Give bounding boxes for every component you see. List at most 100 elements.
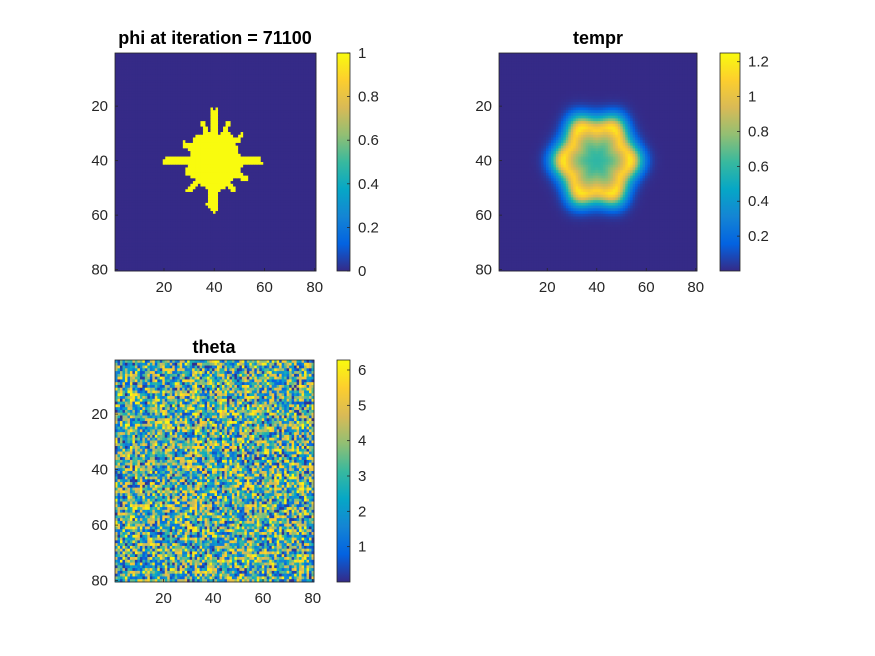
- phi-cell: [130, 118, 133, 122]
- phi-cell: [255, 140, 259, 144]
- phi-cell: [240, 63, 244, 68]
- phi-cell: [250, 183, 254, 187]
- phi-cell: [300, 112, 304, 117]
- phi-cell: [268, 63, 272, 68]
- phi-cell: [190, 99, 194, 103]
- phi-cell: [248, 197, 252, 201]
- phi-cell: [120, 205, 123, 209]
- phi-cell: [298, 208, 302, 212]
- phi-cell: [305, 134, 309, 138]
- phi-cell: [293, 208, 297, 212]
- phi-cell: [228, 189, 231, 193]
- phi-cell: [283, 96, 287, 100]
- phi-cell: [122, 208, 126, 212]
- phi-cell: [132, 159, 136, 163]
- phi-cell: [240, 58, 244, 62]
- phi-cell: [265, 181, 269, 185]
- phi-cell: [235, 213, 239, 217]
- phi-cell: [150, 96, 154, 100]
- phi-cell: [205, 115, 209, 119]
- phi-cell: [150, 170, 154, 174]
- phi-cell: [310, 148, 314, 152]
- phi-cell: [245, 123, 249, 127]
- phi-cell: [295, 153, 299, 157]
- phi-cell: [295, 211, 299, 215]
- phi-cell: [145, 178, 149, 182]
- phi-cell: [278, 164, 282, 168]
- phi-cell: [240, 80, 244, 84]
- phi-cell: [300, 181, 304, 185]
- phi-cell: [243, 112, 247, 117]
- phi-cell: [255, 99, 259, 103]
- phi-cell: [298, 197, 302, 201]
- phi-cell: [167, 142, 171, 147]
- phi-cell: [238, 219, 242, 223]
- phi-cell: [172, 102, 176, 106]
- phi-cell: [275, 55, 279, 59]
- phi-cell: [235, 172, 239, 177]
- phi-cell: [200, 126, 204, 130]
- phi-cell: [162, 88, 166, 92]
- phi-cell: [263, 137, 267, 141]
- phi-cell: [220, 202, 224, 207]
- phi-cell: [172, 104, 176, 108]
- phi-cell: [152, 55, 156, 59]
- phi-cell: [270, 107, 274, 111]
- phi-cell: [115, 85, 118, 89]
- phi-cell: [278, 140, 282, 144]
- phi-cell: [293, 115, 297, 119]
- phi-cell: [117, 191, 121, 196]
- phi-cell: [283, 172, 287, 177]
- phi-cell: [202, 211, 206, 215]
- phi-cell: [137, 134, 141, 138]
- phi-cell: [192, 178, 196, 182]
- phi-cell: [132, 53, 136, 57]
- phi-cell: [122, 118, 126, 122]
- phi-cell: [228, 200, 231, 204]
- phi-cell: [235, 104, 239, 108]
- phi-cell: [180, 181, 184, 185]
- phi-cell: [218, 72, 221, 76]
- phi-cell: [192, 72, 196, 76]
- phi-cell: [135, 186, 139, 190]
- phi-cell: [152, 191, 156, 196]
- phi-cell: [225, 107, 229, 111]
- phi-cell: [233, 164, 236, 168]
- phi-cell: [260, 69, 264, 73]
- phi-cell: [175, 216, 179, 220]
- phi-cell: [155, 175, 159, 179]
- phi-cell: [137, 137, 141, 141]
- phi-cell: [180, 159, 184, 163]
- phi-cell: [313, 153, 317, 157]
- phi-cell: [245, 104, 249, 108]
- phi-cell: [172, 191, 176, 196]
- phi-cell: [298, 156, 302, 160]
- phi-cell: [290, 69, 294, 73]
- phi-cell: [260, 91, 264, 95]
- phi-cell: [197, 110, 201, 114]
- phi-cell: [253, 118, 257, 122]
- phi-cell: [150, 123, 154, 127]
- phi-cell: [293, 99, 297, 103]
- phi-cell: [285, 66, 289, 70]
- phi-cell: [255, 151, 259, 155]
- phi-cell: [255, 205, 259, 209]
- phi-cell: [253, 211, 257, 215]
- phi-cell: [298, 153, 302, 157]
- phi-cell: [117, 110, 121, 114]
- phi-cell: [165, 63, 169, 68]
- phi-cell: [263, 159, 267, 163]
- phi-cell: [177, 53, 181, 57]
- phi-cell: [185, 118, 189, 122]
- phi-cell: [135, 55, 139, 59]
- phi-cell: [290, 167, 294, 171]
- phi-cell: [218, 112, 221, 117]
- phi-cell: [243, 205, 247, 209]
- phi-cell: [230, 129, 234, 133]
- phi-cell: [115, 72, 118, 76]
- phi-cell: [185, 69, 189, 73]
- phi-cell: [197, 77, 201, 81]
- phi-cell: [268, 145, 272, 149]
- phi-cell: [202, 216, 206, 220]
- phi-cell: [278, 72, 282, 76]
